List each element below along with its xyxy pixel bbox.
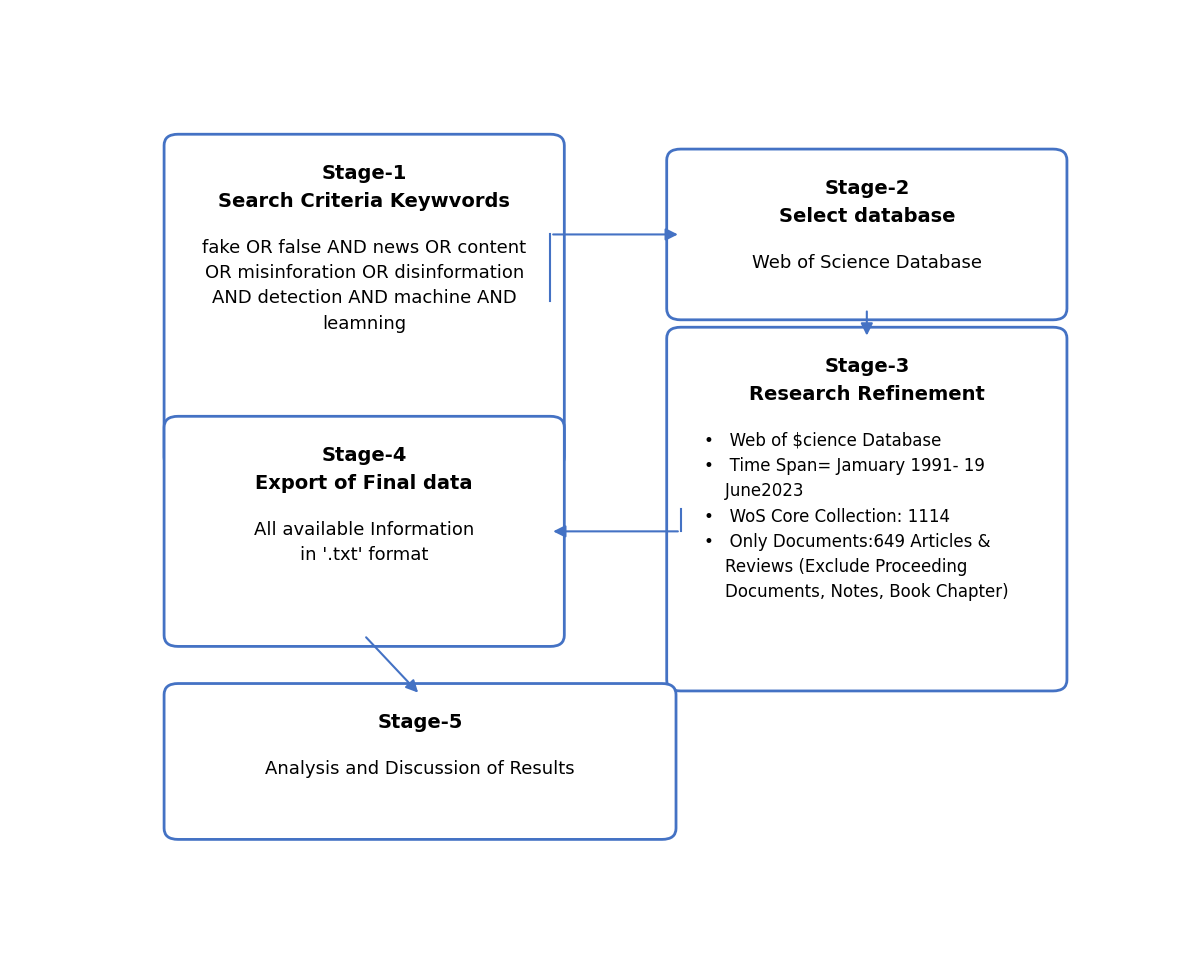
Text: Stage-3: Stage-3 [824,357,909,376]
Text: •   Time Span= Jamuary 1991- 19: • Time Span= Jamuary 1991- 19 [704,457,985,475]
Text: Reviews (Exclude Proceeding: Reviews (Exclude Proceeding [704,558,967,576]
Text: •   WoS Core Collection: 1114: • WoS Core Collection: 1114 [704,508,950,525]
FancyBboxPatch shape [667,327,1066,691]
Text: Export of Final data: Export of Final data [256,474,473,494]
FancyBboxPatch shape [667,149,1066,320]
Text: Research Refinement: Research Refinement [749,386,985,404]
Text: Stage-5: Stage-5 [377,713,462,733]
Text: Search Criteria Keywvords: Search Criteria Keywvords [219,192,510,211]
Text: fake OR false AND news OR content: fake OR false AND news OR content [202,239,526,256]
Text: Stage-4: Stage-4 [322,446,407,465]
Text: Web of Science Database: Web of Science Database [752,254,982,272]
Text: Select database: Select database [778,207,955,226]
Text: •   Web of $cience Database: • Web of $cience Database [704,432,942,450]
Text: in '.txt' format: in '.txt' format [300,547,429,564]
Text: •   Only Documents:649 Articles &: • Only Documents:649 Articles & [704,533,991,550]
Text: Stage-1: Stage-1 [322,164,407,183]
FancyBboxPatch shape [165,416,564,647]
Text: AND detection AND machine AND: AND detection AND machine AND [211,289,516,308]
FancyBboxPatch shape [165,683,676,840]
Text: OR misinforation OR disinformation: OR misinforation OR disinformation [204,264,524,282]
Text: Stage-2: Stage-2 [824,178,909,198]
Text: All available Information: All available Information [255,521,474,539]
Text: Analysis and Discussion of Results: Analysis and Discussion of Results [265,760,575,778]
Text: leamning: leamning [322,314,406,333]
Text: Documents, Notes, Book Chapter): Documents, Notes, Book Chapter) [704,583,1009,602]
Text: June2023: June2023 [704,482,803,500]
FancyBboxPatch shape [165,134,564,469]
